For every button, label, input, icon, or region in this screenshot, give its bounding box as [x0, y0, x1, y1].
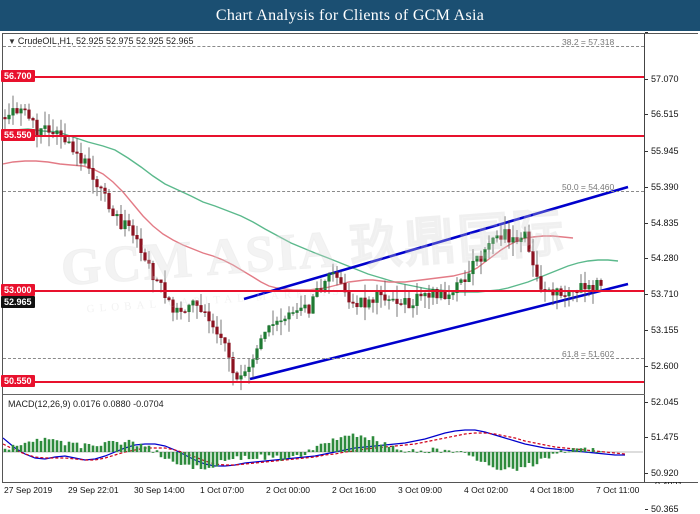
symbol-label: ▼ CrudeOIL,H1, 52.925 52.975 52.925 52.96…	[6, 36, 196, 46]
time-tick: 3 Oct 09:00	[398, 485, 442, 495]
ma-slow-line	[3, 128, 619, 293]
fib-line-500	[3, 191, 644, 192]
fib-label-618: 61.8 = 51.602	[562, 349, 615, 359]
fib-label-382: 38.2 = 57.318	[562, 37, 615, 47]
fib-label-500: 50.0 = 54.460	[562, 182, 615, 192]
price-tick: 55.945	[645, 146, 679, 156]
price-tick: 50.365	[645, 504, 679, 514]
pane-separator	[3, 394, 697, 395]
price-tag-support: 50.550	[1, 375, 35, 387]
time-tick: 29 Sep 22:01	[68, 485, 119, 495]
time-tick: 2 Oct 00:00	[266, 485, 310, 495]
support-line-53000	[3, 290, 644, 292]
price-tick: 51.475	[645, 432, 679, 442]
price-tick: 52.600	[645, 361, 679, 371]
symbol-label-text: CrudeOIL,H1, 52.925 52.975 52.925 52.965	[17, 36, 194, 46]
price-tick: 54.280	[645, 253, 679, 263]
price-axis-separator	[644, 34, 645, 482]
price-tick: 55.390	[645, 182, 679, 192]
fib-line-382	[3, 46, 644, 47]
macd-main-line	[3, 429, 625, 467]
fib-line-618	[3, 358, 644, 359]
resistance-line-55550	[3, 135, 644, 137]
time-axis[interactable]: 27 Sep 2019 29 Sep 22:01 30 Sep 14:00 1 …	[0, 484, 700, 500]
price-tag-last-price: 52.965	[1, 296, 35, 308]
time-tick: 4 Oct 18:00	[530, 485, 574, 495]
header-banner: Chart Analysis for Clients of GCM Asia	[0, 0, 700, 31]
price-tag-resistance-1: 56.700	[1, 70, 35, 82]
price-tick: 57.070	[645, 74, 679, 84]
time-tick: 30 Sep 14:00	[134, 485, 185, 495]
channel-upper-line	[243, 185, 629, 301]
price-tick: 56.515	[645, 109, 679, 119]
price-axis[interactable]: 57.070 56.515 55.945 55.390 54.835 54.28…	[645, 32, 698, 514]
time-tick: 1 Oct 07:00	[200, 485, 244, 495]
price-tag-resistance-2: 55.550	[1, 129, 35, 141]
chevron-down-icon[interactable]: ▼	[8, 37, 16, 46]
price-tag-current-level: 53.000	[1, 284, 35, 296]
price-tick: 52.045	[645, 397, 679, 407]
price-tick: 53.710	[645, 289, 679, 299]
time-tick: 4 Oct 02:00	[464, 485, 508, 495]
candlestick-series	[3, 95, 603, 471]
price-tick: 54.835	[645, 218, 679, 228]
resistance-line-56700	[3, 76, 644, 78]
support-line-50550	[3, 381, 644, 383]
macd-indicator-label: MACD(12,26,9) 0.0176 0.0880 -0.0704	[6, 399, 166, 409]
page-title: Chart Analysis for Clients of GCM Asia	[215, 7, 485, 24]
time-tick: 2 Oct 16:00	[332, 485, 376, 495]
price-tick: 50.920	[645, 468, 679, 478]
time-tick: 7 Oct 11:00	[596, 485, 640, 495]
plot-area[interactable]	[3, 34, 643, 482]
price-tick: 53.155	[645, 325, 679, 335]
time-tick: 27 Sep 2019	[4, 485, 53, 495]
